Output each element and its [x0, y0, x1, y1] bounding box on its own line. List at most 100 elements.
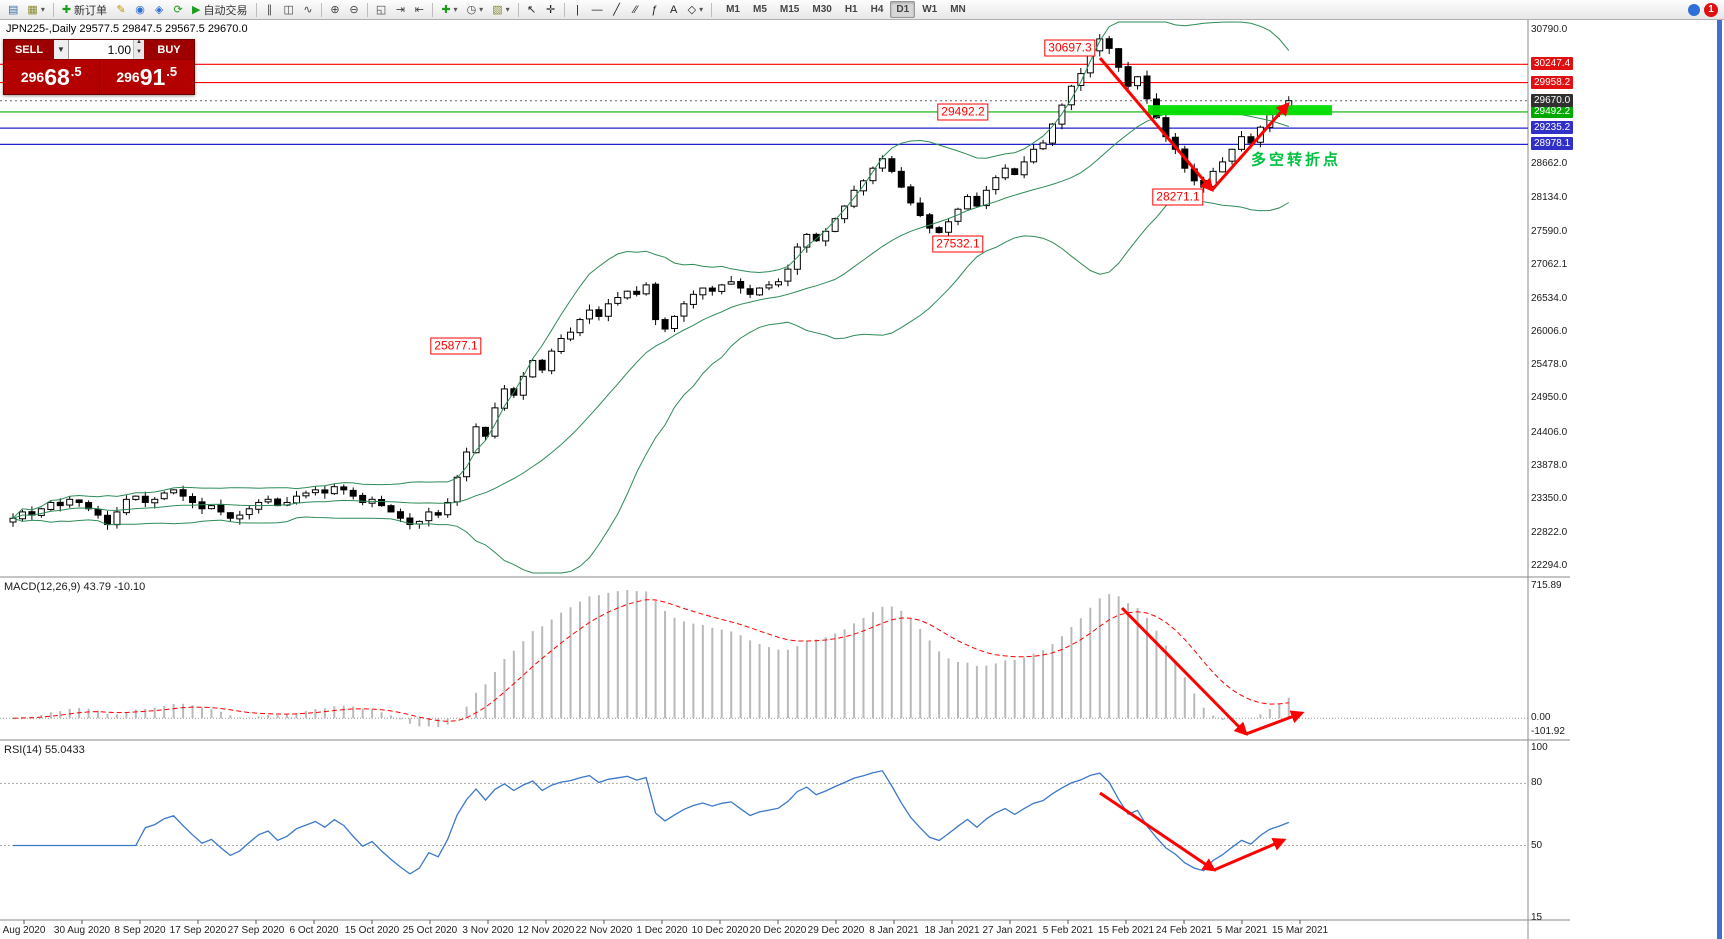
- timeframe-button-h1[interactable]: H1: [844, 4, 858, 15]
- autotrading-button[interactable]: ▶ 自动交易: [188, 1, 251, 18]
- trendline-icon: ╱: [613, 4, 620, 16]
- periods-button[interactable]: ◷ ▾: [463, 1, 488, 18]
- price-digits: 68: [44, 63, 70, 90]
- templates-button[interactable]: ▧ ▾: [488, 1, 513, 18]
- toolbar: ▤ ▦ ▾ ✚ 新订单 ✎ ◉ ◈ ⟳ ▶ 自动交易 ∥ ◫ ∿ ⊕ ⊖ ◱ ⇥ ⇤ ✚ ▾ ◷ ▾ ▧ ▾ ↖ ✛ | — ╱ ⁄⁄ ƒ A ◇…: [0, 0, 1724, 20]
- refresh-button[interactable]: ⟳: [169, 1, 187, 18]
- timeframe-button-m1[interactable]: M1: [726, 4, 740, 15]
- crosshair-button[interactable]: ✛: [542, 1, 560, 18]
- buy-price[interactable]: 296 91.5: [100, 60, 195, 94]
- market-watch-icon: ◉: [135, 4, 145, 16]
- horizontal-line-button[interactable]: —: [588, 1, 607, 18]
- indicators-button[interactable]: ✚ ▾: [437, 1, 461, 18]
- axis-label: 28134.0: [1531, 191, 1568, 203]
- timeframe-button-d1[interactable]: D1: [890, 1, 916, 18]
- price-annotation-label[interactable]: 28271.1: [1152, 188, 1204, 206]
- timeframe-button-m30[interactable]: M30: [812, 4, 832, 15]
- auto-scroll-button[interactable]: ⇥: [391, 1, 409, 18]
- axis-label: 25478.0: [1531, 359, 1568, 371]
- arrows-tool-icon: ◇: [687, 4, 697, 16]
- buy-button[interactable]: BUY: [144, 40, 194, 59]
- toolbar-right-icons: 1: [1688, 2, 1720, 17]
- date-label: Aug 2020: [2, 925, 46, 936]
- autotrading-icon: ▶: [192, 4, 201, 16]
- arrows-tool-button[interactable]: ◇ ▾: [684, 1, 707, 18]
- new-order-button[interactable]: ✚ 新订单: [58, 1, 111, 18]
- trendline-button[interactable]: ╱: [608, 1, 626, 18]
- macd-signal-line: [12, 599, 1289, 722]
- indicators-dropdown-icon: ▾: [453, 5, 458, 14]
- timeframe-button-w1[interactable]: W1: [922, 4, 938, 15]
- price-digits: 296: [116, 69, 140, 85]
- sell-price[interactable]: 296 68.5: [4, 60, 100, 94]
- toolbar-separator: [517, 2, 519, 17]
- zoom-out-button[interactable]: ⊖: [345, 1, 363, 18]
- fibonacci-button[interactable]: ƒ: [646, 1, 664, 18]
- date-label: 1 Dec 2020: [636, 925, 688, 936]
- auto-scroll-icon: ⇥: [395, 4, 405, 16]
- price-annotation-label[interactable]: 27532.1: [932, 235, 984, 253]
- cursor-icon: ↖: [527, 4, 537, 16]
- bars-chart-type-button[interactable]: ∥: [261, 1, 279, 18]
- sell-button[interactable]: SELL: [4, 40, 54, 59]
- price-annotation-label[interactable]: 29492.2: [937, 103, 989, 121]
- date-label: 20 Dec 2020: [749, 925, 807, 936]
- trend-arrows: [1098, 57, 1305, 872]
- text-button[interactable]: A: [665, 1, 683, 18]
- axis-label: 26006.0: [1531, 325, 1568, 337]
- axis-label: 23350.0: [1531, 493, 1568, 505]
- periods-dropdown-icon: ▾: [479, 5, 484, 14]
- date-label: 5 Mar 2021: [1216, 925, 1268, 936]
- vertical-line-button[interactable]: |: [569, 1, 587, 18]
- channel-button[interactable]: ⁄⁄: [627, 1, 645, 18]
- crosshair-icon: ✛: [546, 4, 556, 16]
- community-icon[interactable]: [1688, 3, 1700, 16]
- new-order-icon: ✚: [61, 4, 72, 16]
- toolbar-separator: [255, 2, 257, 17]
- axis-label: 29235.2: [1531, 121, 1574, 135]
- market-watch-button[interactable]: ◉: [131, 1, 149, 18]
- green-zone: [1148, 105, 1332, 116]
- timeframe-button-h4[interactable]: H4: [870, 4, 884, 15]
- indicators-icon: ✚: [441, 4, 451, 16]
- axis-label: 715.89: [1531, 580, 1562, 591]
- timeframe-button-m5[interactable]: M5: [753, 4, 767, 15]
- volume-increase-button[interactable]: ▲: [136, 39, 142, 45]
- tile-windows-button[interactable]: ◱: [372, 1, 390, 18]
- axis-label: 24406.0: [1531, 426, 1568, 438]
- date-label: 8 Sep 2020: [114, 925, 166, 936]
- candles-chart-type-button[interactable]: ◫: [280, 1, 298, 18]
- arrows-tool-dropdown-icon: ▾: [699, 5, 704, 14]
- profiles-dropdown-icon: ▾: [40, 5, 45, 14]
- data-window-button[interactable]: ◈: [150, 1, 168, 18]
- date-label: 30 Aug 2020: [53, 925, 111, 936]
- axis-label: 15: [1531, 912, 1543, 923]
- new-chart-button[interactable]: ▤: [4, 1, 22, 18]
- macd-histogram: [21, 589, 1290, 728]
- vertical-scrollbar[interactable]: [1717, 0, 1722, 939]
- timeframe-button-mn[interactable]: MN: [950, 4, 966, 15]
- price-annotation-label[interactable]: 30697.3: [1044, 39, 1096, 57]
- volume-decrease-button[interactable]: ▼: [136, 48, 142, 55]
- notification-badge[interactable]: 1: [1704, 2, 1718, 17]
- cursor-button[interactable]: ↖: [523, 1, 541, 18]
- line-chart-type-button[interactable]: ∿: [299, 1, 317, 18]
- periods-icon: ◷: [466, 4, 477, 16]
- metaeditor-button[interactable]: ✎: [112, 1, 130, 18]
- price-annotation-label[interactable]: 25877.1: [430, 337, 482, 355]
- date-label: 29 Dec 2020: [807, 925, 865, 936]
- turning-point-note[interactable]: 多空转折点: [1250, 151, 1342, 169]
- zoom-in-button[interactable]: ⊕: [326, 1, 344, 18]
- axis-label: 23878.0: [1531, 460, 1568, 472]
- profiles-button[interactable]: ▦ ▾: [23, 1, 48, 18]
- tile-windows-icon: ◱: [375, 4, 387, 16]
- timeframe-button-m15[interactable]: M15: [779, 4, 800, 15]
- volume-input[interactable]: [69, 40, 133, 59]
- date-label: 3 Nov 2020: [462, 925, 514, 936]
- zoom-out-icon: ⊖: [349, 4, 359, 16]
- chart-shift-button[interactable]: ⇤: [410, 1, 428, 18]
- date-label: 15 Feb 2021: [1097, 925, 1155, 936]
- candles-chart-type-icon: ◫: [283, 4, 294, 16]
- volume-dropdown-icon[interactable]: ▼: [54, 40, 69, 59]
